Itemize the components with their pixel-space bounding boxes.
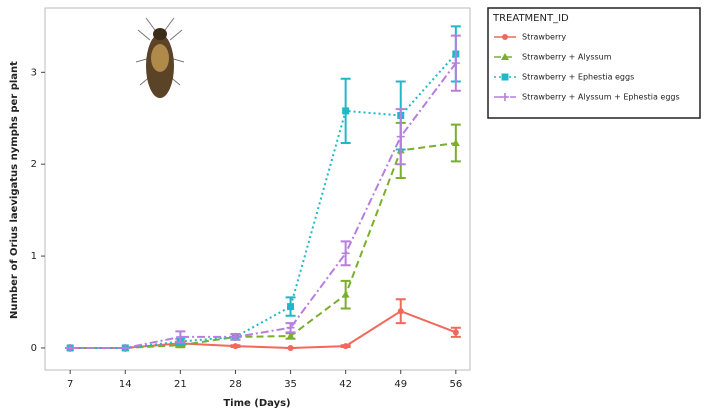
data-point xyxy=(343,343,349,349)
y-tick-label: 1 xyxy=(31,251,37,262)
legend-title: TREATMENT_ID xyxy=(492,13,569,24)
plot-frame xyxy=(45,8,470,370)
data-point xyxy=(342,107,349,114)
y-tick-label: 2 xyxy=(31,159,37,170)
legend-marker xyxy=(502,74,509,81)
data-point xyxy=(288,345,294,351)
data-point xyxy=(453,329,459,335)
data-point xyxy=(287,303,294,310)
legend-label: Strawberry + Ephestia eggs xyxy=(522,73,634,82)
x-tick-label: 49 xyxy=(394,379,407,390)
data-point xyxy=(398,308,404,314)
x-tick-label: 42 xyxy=(339,379,352,390)
x-tick-label: 7 xyxy=(67,379,73,390)
chart: Number of Orius laevigatus nymphs per pl… xyxy=(0,0,705,408)
y-axis-label: Number of Orius laevigatus nymphs per pl… xyxy=(9,61,20,319)
legend-label: Strawberry xyxy=(522,33,566,42)
y-tick-label: 0 xyxy=(31,343,37,354)
x-tick-label: 14 xyxy=(119,379,132,390)
x-axis-label: Time (Days) xyxy=(223,398,290,408)
legend-box xyxy=(488,8,700,118)
x-tick-label: 28 xyxy=(229,379,242,390)
legend-marker xyxy=(502,34,508,40)
x-tick-label: 21 xyxy=(174,379,187,390)
data-point xyxy=(232,343,238,349)
x-tick-label: 35 xyxy=(284,379,297,390)
x-tick-label: 56 xyxy=(449,379,462,390)
legend-label: Strawberry + Alyssum xyxy=(522,53,612,62)
y-tick-label: 3 xyxy=(31,67,37,78)
legend-label: Strawberry + Alyssum + Ephestia eggs xyxy=(522,93,680,102)
